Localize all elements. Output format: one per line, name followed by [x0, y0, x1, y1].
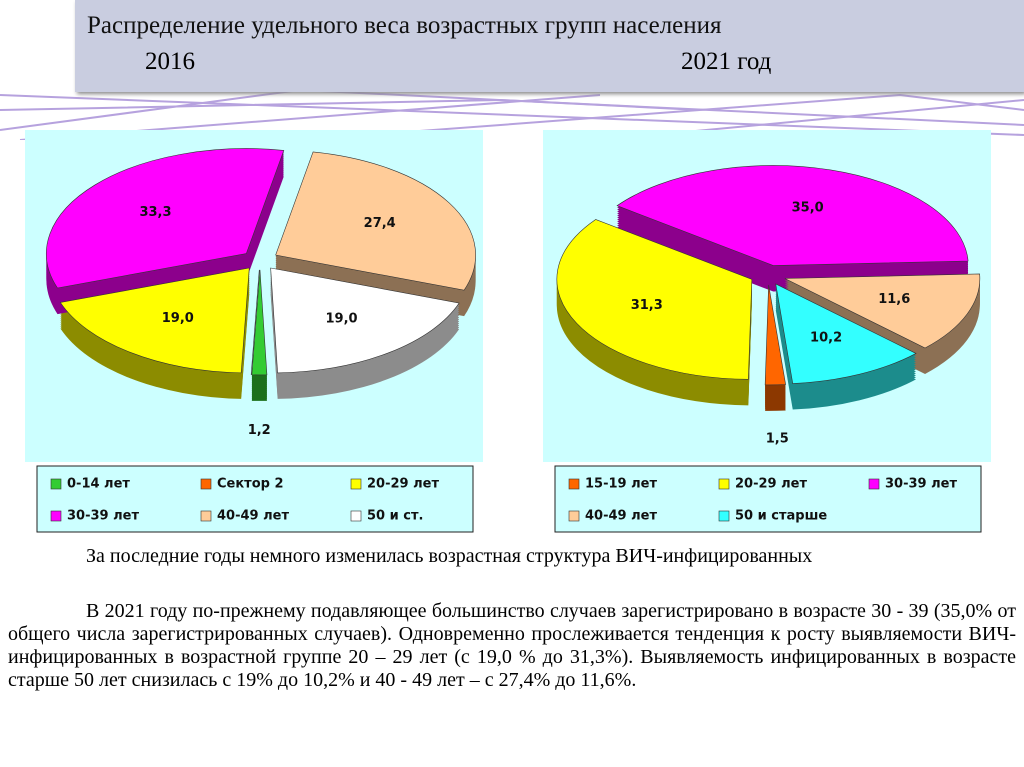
legend	[36, 465, 474, 533]
legend-label: 40-49 лет	[585, 509, 657, 524]
value-label: 33,3	[139, 205, 171, 220]
slice	[764, 284, 786, 386]
value-label: 19,0	[162, 311, 194, 326]
value-label: 27,4	[364, 216, 396, 231]
value-label: 35,0	[792, 201, 824, 216]
legend-label: 0-14 лет	[67, 477, 130, 492]
slice	[59, 267, 250, 374]
legend-label: 50 и ст.	[367, 509, 423, 524]
legend-swatch	[568, 510, 580, 522]
year-right: 2021 год	[681, 48, 772, 75]
legend-label: Сектор 2	[217, 477, 284, 492]
slice	[775, 283, 917, 384]
legend-label: 20-29 лет	[735, 477, 807, 492]
legend-label: 30-39 лет	[67, 509, 139, 524]
chart: 1,2 19,0 33,3 27,4 19,0 0-14 лет Сектор 2 20-29…	[25, 130, 483, 533]
slice	[616, 165, 969, 266]
value-label: 10,2	[810, 331, 842, 346]
legend-swatch	[50, 510, 62, 522]
legend-swatch	[868, 478, 880, 490]
legend-swatch	[718, 510, 730, 522]
legend-label: 50 и старше	[735, 509, 827, 524]
legend-swatch	[50, 478, 62, 490]
value-label: 11,6	[878, 292, 910, 307]
legend-label: 30-39 лет	[885, 477, 957, 492]
value-label: 1,5	[766, 431, 789, 446]
paragraph: В 2021 году по-прежнему подавляющее боль…	[8, 600, 1016, 691]
value-label: 1,2	[248, 423, 271, 438]
slice	[46, 148, 285, 289]
slice	[556, 219, 753, 380]
slice	[270, 267, 460, 374]
slice	[784, 273, 981, 349]
legend-label: 15-19 лет	[585, 477, 657, 492]
legend-swatch	[200, 510, 212, 522]
slice	[250, 269, 260, 375]
legend-label: 40-49 лет	[217, 509, 289, 524]
legend-swatch	[350, 510, 362, 522]
value-label: 19,0	[326, 311, 358, 326]
slice	[251, 269, 268, 376]
year-left: 2016	[145, 48, 195, 75]
legend-label: 20-29 лет	[367, 477, 439, 492]
legend-swatch	[718, 478, 730, 490]
header: Распределение удельного веса возрастных …	[75, 0, 1024, 92]
title: Распределение удельного веса возрастных …	[87, 12, 722, 39]
paragraph: За последние годы немного изменилась воз…	[86, 545, 813, 567]
slice	[275, 151, 476, 291]
value-label: 31,3	[631, 298, 663, 313]
legend-swatch	[200, 478, 212, 490]
chart: 1,5 31,3 35,0 11,6 10,2 15-19 лет 20-29 лет 30-…	[543, 130, 991, 533]
legend	[554, 465, 982, 533]
legend-swatch	[350, 478, 362, 490]
legend-swatch	[568, 478, 580, 490]
